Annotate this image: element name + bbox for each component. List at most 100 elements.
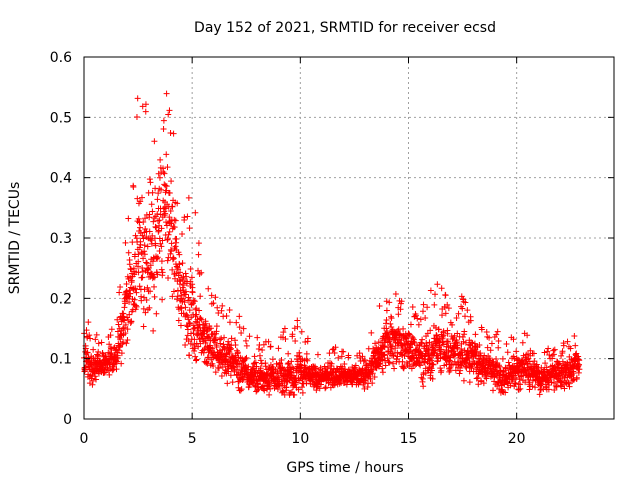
data-point (195, 240, 202, 247)
data-point (125, 215, 132, 222)
data-point (449, 336, 456, 343)
data-point (156, 222, 163, 229)
data-point (140, 305, 147, 312)
data-point (106, 371, 113, 378)
data-point (251, 353, 258, 360)
data-point (459, 334, 466, 341)
data-point (138, 297, 145, 304)
data-point (340, 348, 347, 355)
data-point (576, 366, 583, 373)
data-point (144, 260, 151, 267)
data-point (158, 243, 165, 250)
data-point (257, 365, 264, 372)
data-point (172, 243, 179, 250)
data-point (576, 357, 583, 364)
data-point (134, 195, 141, 202)
data-point (294, 317, 301, 324)
data-point (242, 355, 249, 362)
data-point (243, 342, 250, 349)
x-tick-label: 15 (400, 431, 418, 447)
data-point (138, 194, 145, 201)
data-point (278, 356, 285, 363)
data-point (495, 344, 502, 351)
data-point (462, 339, 469, 346)
data-point (155, 190, 162, 197)
data-point (442, 310, 449, 317)
data-point (193, 357, 200, 364)
data-point (95, 348, 102, 355)
data-point (83, 327, 90, 334)
data-point (146, 304, 153, 311)
data-point (533, 361, 540, 368)
data-point (401, 352, 408, 359)
data-point (160, 117, 167, 124)
data-point (310, 377, 317, 384)
data-point (548, 379, 555, 386)
data-point (560, 381, 567, 388)
data-point (156, 247, 163, 254)
data-point (316, 385, 323, 392)
data-point (189, 289, 196, 296)
data-point (124, 326, 131, 333)
data-point (123, 281, 130, 288)
data-point (159, 269, 166, 276)
data-point (473, 375, 480, 382)
data-point (472, 331, 479, 338)
data-point (394, 353, 401, 360)
data-point (195, 267, 202, 274)
data-point (573, 374, 580, 381)
data-point (140, 255, 147, 262)
data-point (474, 374, 481, 381)
data-point (154, 217, 161, 224)
data-point (136, 283, 143, 290)
data-point (186, 352, 193, 359)
data-point (284, 360, 291, 367)
data-point (159, 237, 166, 244)
data-point (572, 342, 579, 349)
data-point (291, 325, 298, 332)
data-point (337, 363, 344, 370)
data-point (191, 348, 198, 355)
data-point (143, 259, 150, 266)
data-point (95, 340, 102, 347)
data-point (151, 274, 158, 281)
data-point (212, 294, 219, 301)
data-point (380, 342, 387, 349)
data-point (107, 332, 114, 339)
data-point (466, 379, 473, 386)
data-point (168, 248, 175, 255)
data-point (123, 288, 130, 295)
data-point (415, 321, 422, 328)
data-point (141, 251, 148, 258)
data-point (132, 232, 139, 239)
data-point (298, 384, 305, 391)
data-point (515, 386, 522, 393)
data-point (410, 336, 417, 343)
data-point (122, 321, 129, 328)
data-point (124, 316, 131, 323)
data-point (550, 351, 557, 358)
data-point (211, 351, 218, 358)
data-point (157, 240, 164, 247)
data-point (546, 352, 553, 359)
data-point (392, 291, 399, 298)
data-point (484, 344, 491, 351)
data-point (420, 383, 427, 390)
data-point (560, 342, 567, 349)
data-point (142, 215, 149, 222)
data-point (388, 323, 395, 330)
data-point (289, 331, 296, 338)
data-point (417, 316, 424, 323)
y-tick-label: 0.4 (50, 171, 72, 187)
data-point (118, 350, 125, 357)
data-point (163, 183, 170, 190)
data-point (116, 289, 123, 296)
data-point (326, 350, 333, 357)
data-point (502, 367, 509, 374)
data-point (499, 355, 506, 362)
data-point (182, 342, 189, 349)
data-point (546, 382, 553, 389)
data-point (137, 224, 144, 231)
data-point (444, 301, 451, 308)
data-point (551, 379, 558, 386)
